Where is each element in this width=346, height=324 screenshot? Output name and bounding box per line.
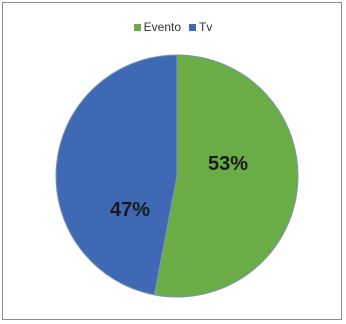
legend-item-evento: Evento [133,20,181,34]
pie-slice-evento [153,54,299,298]
legend-label-tv: Tv [199,20,213,34]
legend-item-tv: Tv [189,20,212,34]
pie-label-evento: 53% [208,153,248,175]
legend-label-evento: Evento [143,20,181,34]
legend-swatch-tv [189,23,196,31]
pie-slice-tv [55,54,178,296]
pie-label-tv: 47% [110,199,150,221]
legend-swatch-evento [133,23,141,31]
legend: Evento Tv [0,20,346,34]
